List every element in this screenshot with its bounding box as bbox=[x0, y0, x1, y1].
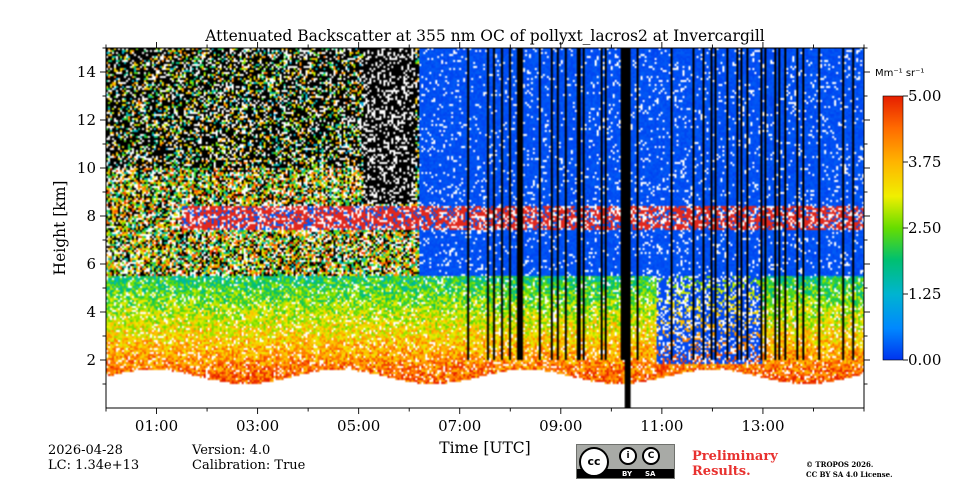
x-tick-label: 11:00 bbox=[640, 417, 683, 435]
colorbar-ticks: 0.00 1.25 2.50 3.75 5.00 bbox=[903, 87, 941, 369]
by-attribution-icon: i bbox=[619, 447, 637, 465]
x-tick-label: 05:00 bbox=[337, 417, 380, 435]
copyright-notice: © TROPOS 2026. CC BY SA 4.0 License. bbox=[806, 460, 893, 480]
colorbar-tick-label: 3.75 bbox=[908, 153, 941, 171]
y-axis-ticks: 2 4 6 8 10 12 14 bbox=[77, 47, 870, 385]
colorbar-tick-label: 2.50 bbox=[908, 219, 941, 237]
x-tick-label: 03:00 bbox=[236, 417, 279, 435]
by-label: BY bbox=[622, 470, 633, 478]
y-axis-label: Height [km] bbox=[51, 181, 69, 276]
backscatter-heatmap bbox=[106, 48, 864, 408]
colorbar-tick-label: 5.00 bbox=[908, 87, 941, 105]
colorbar-tick-label: 1.25 bbox=[908, 285, 941, 303]
lc-label: LC: 1.34e+13 bbox=[48, 458, 140, 473]
y-tick-label: 8 bbox=[86, 207, 96, 225]
cc-license-badge: cc i C BY SA bbox=[576, 444, 675, 479]
colorbar-tick-label: 0.00 bbox=[908, 351, 941, 369]
calibration-label: Calibration: True bbox=[192, 458, 306, 473]
y-tick-label: 12 bbox=[77, 111, 96, 129]
preliminary-line1: Preliminary bbox=[692, 449, 778, 464]
plot-frame bbox=[105, 47, 865, 409]
y-tick-label: 14 bbox=[77, 63, 96, 81]
x-axis-label: Time [UTC] bbox=[439, 439, 530, 457]
preliminary-line2: Results. bbox=[692, 464, 751, 479]
copyright-line2: CC BY SA 4.0 License. bbox=[806, 470, 893, 479]
x-tick-label: 09:00 bbox=[539, 417, 582, 435]
x-axis-ticks: 01:00 03:00 05:00 07:00 09:00 11:00 13:00 bbox=[105, 42, 865, 435]
x-tick-label: 01:00 bbox=[135, 417, 178, 435]
y-tick-label: 10 bbox=[77, 159, 96, 177]
chart-title: Attenuated Backscatter at 355 nm OC of p… bbox=[204, 27, 765, 45]
colorbar bbox=[882, 95, 904, 361]
copyright-line1: © TROPOS 2026. bbox=[806, 460, 874, 469]
preliminary-results-label: Preliminary Results. bbox=[692, 449, 778, 479]
y-tick-label: 4 bbox=[86, 303, 96, 321]
cc-logo-icon: cc bbox=[579, 447, 609, 477]
date-label: 2026-04-28 bbox=[48, 443, 123, 458]
version-label: Version: 4.0 bbox=[192, 443, 271, 458]
cc-badge-bar bbox=[577, 469, 674, 478]
x-tick-label: 13:00 bbox=[741, 417, 784, 435]
sa-share-alike-icon: C bbox=[642, 447, 660, 465]
y-tick-label: 2 bbox=[86, 351, 96, 369]
x-tick-label: 07:00 bbox=[438, 417, 481, 435]
sa-label: SA bbox=[645, 470, 656, 478]
colorbar-unit-label: Mm⁻¹ sr⁻¹ bbox=[875, 68, 924, 79]
y-tick-label: 6 bbox=[86, 255, 96, 273]
